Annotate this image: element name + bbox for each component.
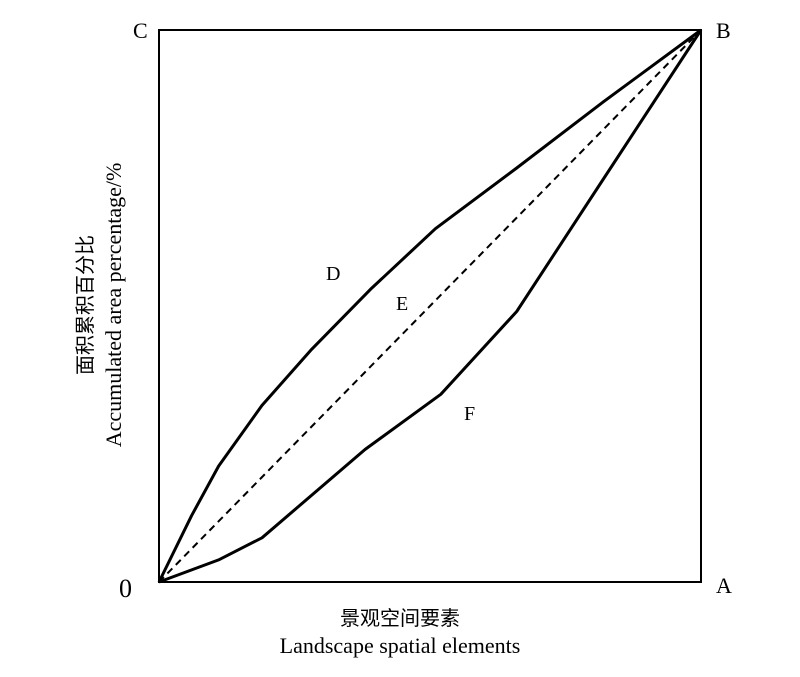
y-axis-label-cn: 面积累积百分比 [73, 235, 97, 376]
corner-label-a: A [716, 573, 732, 598]
plot-frame [158, 29, 702, 583]
curve-d [157, 28, 702, 583]
x-axis-label-en: Landscape spatial elements [279, 633, 521, 658]
region-label-e: E [396, 293, 409, 315]
curve-e-diagonal [158, 29, 702, 583]
region-label-f: F [464, 403, 476, 425]
curve-f [158, 29, 703, 584]
region-label-d: D [326, 263, 341, 285]
corner-label-c: C [133, 18, 148, 43]
x-axis-label-cn: 景观空间要素 [340, 606, 460, 630]
y-axis-label-en: Accumulated area percentage/% [101, 162, 126, 448]
corner-label-b: B [716, 18, 731, 43]
corner-label-origin: 0 [119, 574, 132, 603]
